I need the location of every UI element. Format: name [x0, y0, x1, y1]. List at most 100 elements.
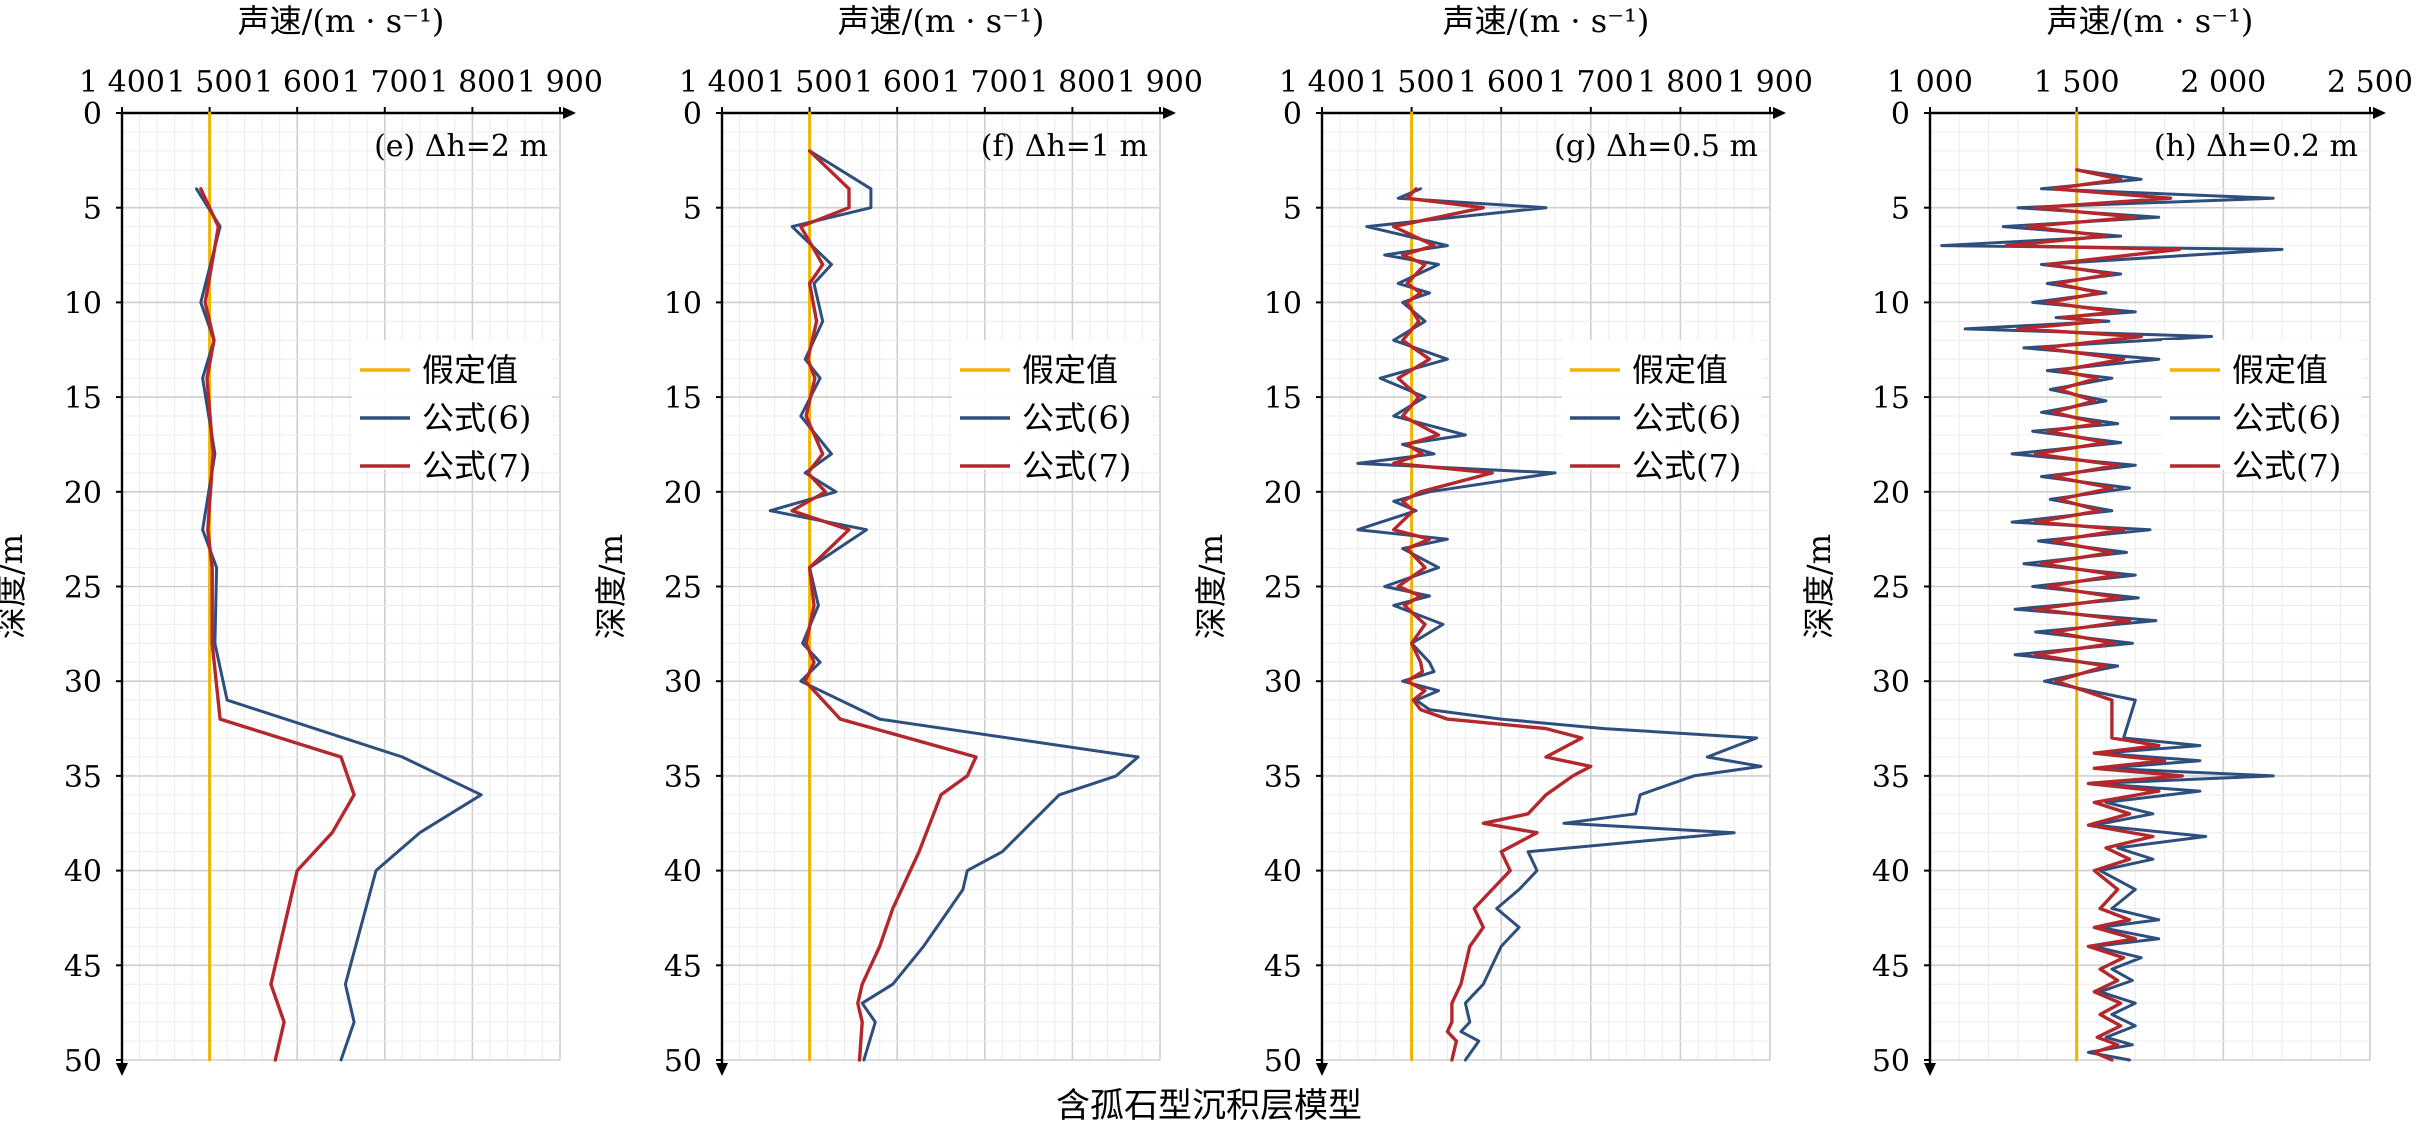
x-axis-title: 声速/(m · s⁻¹) [238, 2, 445, 40]
y-tick-label: 45 [1264, 949, 1302, 984]
legend-label-3: 公式(7) [2232, 447, 2341, 485]
y-axis-title: 深度/m [0, 534, 30, 639]
y-tick-label: 30 [1264, 665, 1302, 700]
y-tick-label: 15 [1264, 381, 1302, 416]
y-tick-label: 20 [664, 476, 702, 511]
legend-box [2162, 340, 2362, 470]
y-tick-label: 5 [1283, 192, 1302, 227]
y-tick-label: 15 [664, 381, 702, 416]
panel-label: (g) Δh=0.5 m [1554, 129, 1758, 164]
x-tick-label: 1 000 [1887, 65, 1973, 100]
y-axis-arrow [1316, 1063, 1328, 1076]
y-tick-label: 45 [1872, 949, 1910, 984]
x-tick-label: 1 500 [2034, 65, 2120, 100]
chart-panel-1: 1 400 1 500 1 600 1 700 1 800 1 900 0 5 10 15 20 25… [0, 2, 603, 1079]
y-tick-label: 35 [1264, 760, 1302, 795]
legend-label-2: 公式(6) [2232, 399, 2341, 437]
x-tick-label: 1 800 [1029, 65, 1115, 100]
x-axis-arrow [2373, 107, 2386, 119]
panel-label: (f) Δh=1 m [981, 129, 1148, 164]
y-tick-label: 20 [1264, 476, 1302, 511]
y-axis-arrow [116, 1063, 128, 1076]
x-tick-label: 1 600 [1458, 65, 1544, 100]
y-tick-label: 5 [683, 192, 702, 227]
y-tick-label: 20 [64, 476, 102, 511]
y-tick-label: 40 [1872, 855, 1910, 890]
legend-box [1562, 340, 1762, 470]
series-line-3 [2004, 168, 2185, 1062]
y-tick-label: 40 [1264, 855, 1302, 890]
y-tick-label: 0 [1283, 97, 1302, 132]
legend-label-3: 公式(7) [1022, 447, 1131, 485]
y-tick-label: 10 [1872, 286, 1910, 321]
x-tick-label: 1 500 [1369, 65, 1455, 100]
x-tick-label: 1 400 [79, 65, 165, 100]
figure-caption: 含孤石型沉积层模型 [1056, 1086, 1362, 1126]
legend-label-3: 公式(7) [422, 447, 531, 485]
x-axis-title: 声速/(m · s⁻¹) [1443, 2, 1650, 40]
x-axis-arrow [1163, 107, 1176, 119]
y-tick-label: 45 [64, 949, 102, 984]
y-tick-label: 15 [64, 381, 102, 416]
y-tick-label: 40 [664, 855, 702, 890]
y-tick-label: 50 [64, 1044, 102, 1079]
y-tick-label: 25 [1264, 571, 1302, 606]
chart-panel-3: 1 400 1 500 1 600 1 700 1 800 1 900 0 5 10 15 20 25… [1192, 2, 1813, 1079]
y-tick-label: 10 [664, 286, 702, 321]
x-axis-arrow [563, 107, 576, 119]
y-tick-label: 30 [664, 665, 702, 700]
legend-label-1: 假定值 [1022, 351, 1118, 389]
y-tick-label: 0 [1891, 97, 1910, 132]
y-tick-label: 10 [64, 286, 102, 321]
series-line-3 [199, 187, 356, 1062]
y-axis-arrow [1924, 1063, 1936, 1076]
legend-label-1: 假定值 [1632, 351, 1728, 389]
legend-label-3: 公式(7) [1632, 447, 1741, 485]
x-tick-label: 1 500 [167, 65, 253, 100]
x-tick-label: 2 000 [2180, 65, 2266, 100]
x-axis-title: 声速/(m · s⁻¹) [2047, 2, 2254, 40]
y-tick-label: 35 [1872, 760, 1910, 795]
y-tick-label: 30 [1872, 665, 1910, 700]
panel-label: (e) Δh=2 m [374, 129, 548, 164]
x-tick-label: 1 400 [679, 65, 765, 100]
y-axis-title: 深度/m [592, 534, 630, 639]
x-tick-label: 1 400 [1279, 65, 1365, 100]
x-tick-label: 1 900 [1727, 65, 1813, 100]
x-tick-label: 1 900 [517, 65, 603, 100]
chart-panel-4: 1 000 1 500 2 000 2 500 0 5 10 15 20 25 30 35 40 45 50… [1800, 2, 2413, 1079]
y-tick-label: 5 [1891, 192, 1910, 227]
y-tick-label: 50 [1872, 1044, 1910, 1079]
y-tick-label: 0 [683, 97, 702, 132]
x-tick-label: 1 600 [254, 65, 340, 100]
x-tick-label: 1 700 [342, 65, 428, 100]
y-tick-label: 30 [64, 665, 102, 700]
y-axis-title: 深度/m [1800, 534, 1838, 639]
y-tick-label: 45 [664, 949, 702, 984]
panels-group: 1 400 1 500 1 600 1 700 1 800 1 9000510152025… [0, 2, 2413, 1079]
x-tick-label: 1 700 [942, 65, 1028, 100]
y-tick-label: 35 [664, 760, 702, 795]
series-line-3 [790, 149, 978, 1062]
legend-box [352, 340, 552, 470]
x-axis-arrow [1773, 107, 1786, 119]
y-tick-label: 0 [83, 97, 102, 132]
legend-label-1: 假定值 [422, 351, 518, 389]
x-axis-title: 声速/(m · s⁻¹) [838, 2, 1045, 40]
y-tick-label: 40 [64, 855, 102, 890]
panel-label: (h) Δh=0.2 m [2154, 129, 2358, 164]
series-line-2 [768, 149, 1140, 1062]
x-tick-label: 1 500 [767, 65, 853, 100]
legend-label-1: 假定值 [2232, 351, 2328, 389]
legend-label-2: 公式(6) [422, 399, 531, 437]
y-tick-label: 35 [64, 760, 102, 795]
y-tick-label: 25 [664, 571, 702, 606]
y-tick-label: 50 [664, 1044, 702, 1079]
y-tick-label: 10 [1264, 286, 1302, 321]
y-tick-label: 50 [1264, 1044, 1302, 1079]
y-tick-label: 20 [1872, 476, 1910, 511]
y-tick-label: 5 [83, 192, 102, 227]
y-axis-arrow [716, 1063, 728, 1076]
x-tick-label: 1 600 [854, 65, 940, 100]
